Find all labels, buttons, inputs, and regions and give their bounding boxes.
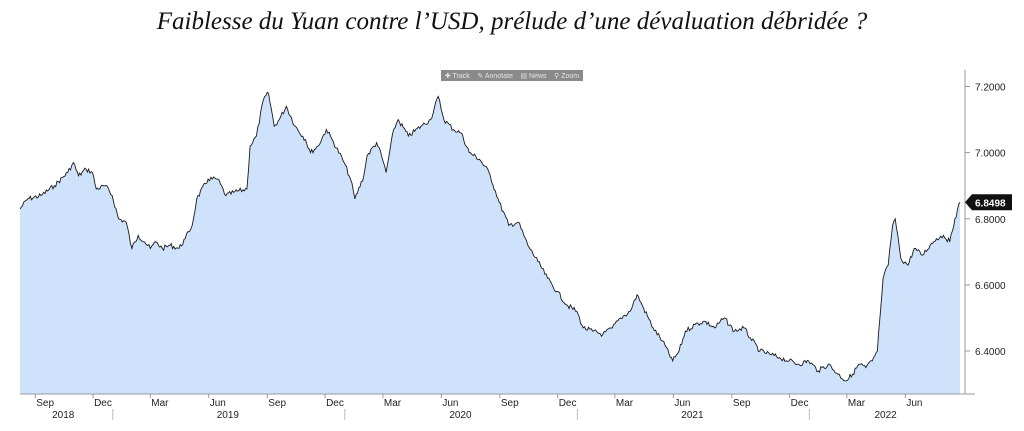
x-tick-label: Sep xyxy=(501,398,519,409)
y-tick-label: 7.0000 xyxy=(975,149,1006,160)
toolbar-news[interactable]: ▤ News xyxy=(520,72,547,80)
y-axis: 6.4000 6.6000 6.8000 7.0000 7.2000 6.8498 xyxy=(964,70,1012,394)
x-tick-label: Jun xyxy=(674,398,690,409)
x-tick-label: Dec xyxy=(559,398,577,409)
page-title: Faiblesse du Yuan contre l’USD, prélude … xyxy=(156,8,868,35)
series-line xyxy=(19,91,961,382)
y-tick-label: 6.6000 xyxy=(975,281,1006,292)
x-tick-label: Dec xyxy=(791,398,809,409)
y-tick-label: 6.4000 xyxy=(975,347,1006,358)
toolbar-zoom[interactable]: ⚲ Zoom xyxy=(554,72,580,80)
x-axis: Sep Dec Mar Jun Sep Dec Mar Jun Sep Dec Mar Jun Sep D… xyxy=(20,393,975,421)
plot-area xyxy=(19,91,961,395)
toolbar-annotate[interactable]: ✎ Annotate xyxy=(477,72,513,80)
x-tick-label: Dec xyxy=(94,398,112,409)
x-tick-label: Jun xyxy=(210,398,226,409)
x-tick-label: Mar xyxy=(384,398,402,409)
x-tick-label: Sep xyxy=(733,398,751,409)
chart-toolbar: ✚ Track ✎ Annotate ▤ News ⚲ Zoom xyxy=(441,70,583,81)
x-year-label: 2019 xyxy=(217,410,240,421)
x-tick-label: Mar xyxy=(848,398,866,409)
y-tick-label: 7.2000 xyxy=(975,83,1006,94)
x-tick-label: Jun xyxy=(906,398,922,409)
x-tick-label: Jun xyxy=(442,398,458,409)
x-year-label: 2018 xyxy=(52,410,75,421)
x-tick-label: Sep xyxy=(36,398,54,409)
toolbar-track[interactable]: ✚ Track xyxy=(444,72,470,80)
last-value-badge xyxy=(965,194,1012,211)
toolbar-zoom-label: Zoom xyxy=(561,72,580,80)
last-value-label: 6.8498 xyxy=(975,198,1006,209)
y-tick-label: 6.8000 xyxy=(975,215,1006,226)
x-tick-label: Dec xyxy=(326,398,344,409)
x-year-label: 2022 xyxy=(875,410,898,421)
toolbar-annotate-label: Annotate xyxy=(484,72,513,80)
x-tick-label: Mar xyxy=(151,398,169,409)
toolbar-news-label: News xyxy=(529,72,547,80)
x-year-label: 2020 xyxy=(449,410,472,421)
x-year-label: 2021 xyxy=(681,410,704,421)
toolbar-track-label: Track xyxy=(452,72,470,80)
x-tick-label: Sep xyxy=(268,398,286,409)
series-area-fill xyxy=(20,92,960,395)
x-tick-label: Mar xyxy=(616,398,634,409)
